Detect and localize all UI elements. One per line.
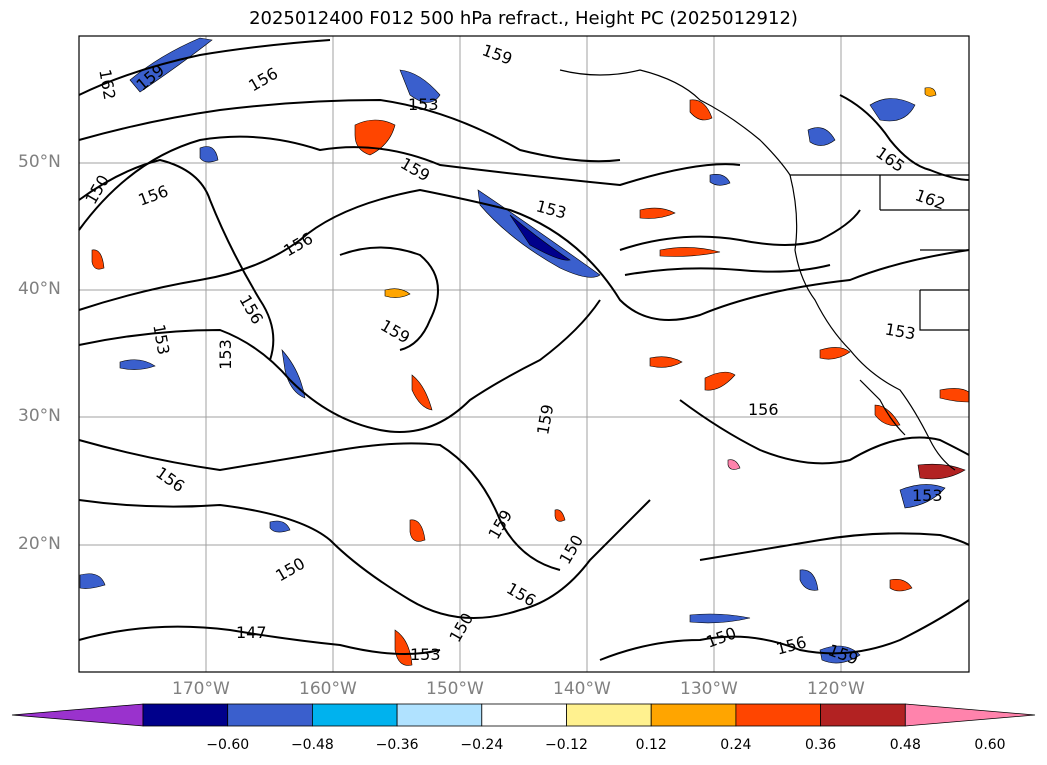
grid-lines xyxy=(79,36,969,672)
colorbar-segment xyxy=(566,703,652,727)
lon-label: 140°W xyxy=(553,679,611,699)
colorbar-segment xyxy=(11,703,144,727)
lon-label: 150°W xyxy=(426,679,484,699)
colorbar-tick-label: 0.36 xyxy=(805,737,837,753)
colorbar-tick-label: −0.48 xyxy=(290,737,334,753)
colorbar-tick-label: −0.36 xyxy=(375,737,419,753)
lon-label: 120°W xyxy=(807,679,865,699)
colorbar-segment xyxy=(820,703,906,727)
colorbar-tick-label: 0.12 xyxy=(635,737,667,753)
positive-anomaly-patches xyxy=(91,87,970,666)
colorbar-segment xyxy=(735,703,822,727)
lat-label: 20°N xyxy=(18,534,61,554)
colorbar-segment xyxy=(396,703,483,727)
colorbar-tick-label: 0.24 xyxy=(720,737,752,753)
colorbar-tick-label: 0.48 xyxy=(889,737,921,753)
lat-label: 30°N xyxy=(18,406,61,426)
colorbar xyxy=(11,703,1036,727)
lon-label: 130°W xyxy=(680,679,738,699)
negative-anomaly-patches xyxy=(79,37,946,664)
contour-label: 153 xyxy=(410,645,441,664)
colorbar-tick-label: −0.24 xyxy=(460,737,504,753)
lon-label: 160°W xyxy=(299,679,357,699)
coastline xyxy=(559,69,969,471)
colorbar-segment xyxy=(142,703,229,727)
lon-label: 170°W xyxy=(172,679,230,699)
contour-label: 153 xyxy=(215,339,235,370)
contour-label: 153 xyxy=(408,95,439,114)
colorbar-segment xyxy=(227,703,313,727)
colorbar-tick-label: −0.12 xyxy=(545,737,588,753)
contour-label: 147 xyxy=(236,623,267,642)
colorbar-tick-label: 0.60 xyxy=(974,737,1006,753)
contour-label: 156 xyxy=(748,400,779,419)
colorbar-segment xyxy=(650,703,737,727)
colorbar-segment xyxy=(481,703,567,727)
lat-label: 40°N xyxy=(18,279,61,299)
colorbar-tick-label: −0.60 xyxy=(206,737,250,753)
lat-label: 50°N xyxy=(18,152,61,172)
height-contours xyxy=(78,39,970,661)
colorbar-segment xyxy=(904,703,1036,727)
colorbar-segment xyxy=(311,703,398,727)
contour-label: 153 xyxy=(912,486,943,505)
chart-title: 2025012400 F012 500 hPa refract., Height… xyxy=(249,8,798,29)
